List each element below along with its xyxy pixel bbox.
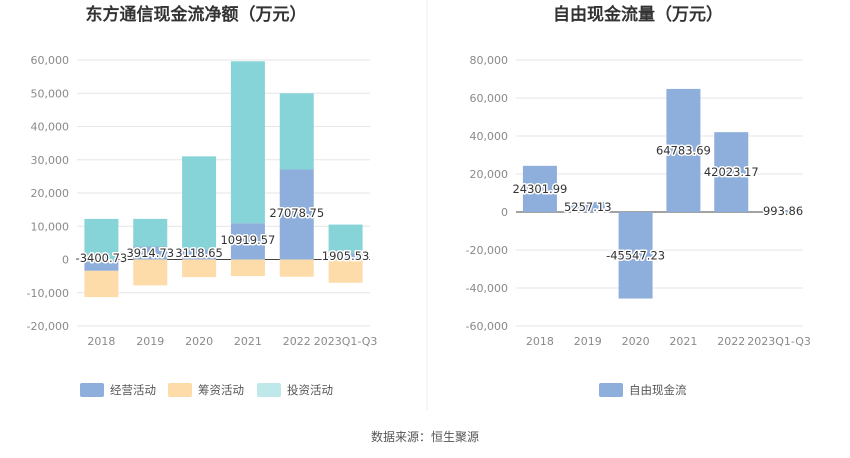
y-tick-label: -20,000 [27, 320, 69, 333]
bar-investing[interactable] [84, 218, 119, 260]
left-y-axis: -20,000 -10,000 0 10,000 20,000 30,000 40,000 5… [27, 54, 69, 333]
data-label-free-cash-flow: 64783.69 [656, 143, 711, 157]
y-tick-label: 10,000 [31, 220, 70, 233]
x-tick-label: 2023Q1-Q3 [747, 335, 811, 348]
x-tick-label: 2020 [622, 335, 650, 348]
x-tick-label: 2021 [669, 335, 697, 348]
left-chart-title: 东方通信现金流净额（万元） [86, 4, 307, 25]
bar-investing[interactable] [133, 218, 168, 247]
legend-label-operating: 经营活动 [110, 383, 156, 397]
x-tick-label: 2019 [136, 335, 164, 348]
source-note: 数据来源：恒生聚源 [371, 429, 479, 444]
x-tick-label: 2023Q1-Q3 [314, 335, 378, 348]
bar-financing[interactable] [279, 259, 314, 277]
bar-free-cash-flow[interactable] [714, 132, 749, 212]
y-tick-label: 20,000 [470, 168, 509, 181]
bar-free-cash-flow[interactable] [618, 212, 653, 299]
x-tick-label: 2021 [234, 335, 262, 348]
x-tick-label: 2018 [526, 335, 554, 348]
data-label-free-cash-flow: 42023.17 [704, 165, 759, 179]
bar-financing[interactable] [133, 259, 168, 286]
y-tick-label: -40,000 [466, 282, 508, 295]
legend-item-free-cash-flow[interactable]: 自由现金流 [599, 383, 687, 397]
y-tick-label: 40,000 [470, 130, 509, 143]
x-tick-label: 2019 [574, 335, 602, 348]
x-tick-label: 2022 [717, 335, 745, 348]
legend-item-operating[interactable]: 经营活动 [80, 383, 156, 397]
bar-financing[interactable] [182, 259, 217, 278]
bar-investing[interactable] [279, 93, 314, 170]
data-label-operating: 1905.53 [322, 249, 370, 263]
bar-investing[interactable] [182, 156, 217, 250]
legend-swatch-financing [168, 383, 192, 397]
data-label-operating: 3118.65 [175, 246, 223, 260]
bar-operating[interactable] [133, 246, 168, 260]
legend-label-financing: 筹资活动 [198, 383, 244, 397]
bar-operating[interactable] [84, 259, 119, 271]
bar-investing[interactable] [230, 61, 265, 224]
y-tick-label: 80,000 [470, 54, 509, 67]
data-label-free-cash-flow: -45547.23 [606, 248, 665, 262]
legend-item-financing[interactable]: 筹资活动 [168, 383, 244, 397]
legend-item-investing[interactable]: 投资活动 [257, 383, 333, 397]
y-tick-label: 50,000 [31, 87, 70, 100]
y-tick-label: 0 [62, 254, 69, 267]
bar-free-cash-flow[interactable] [666, 88, 701, 212]
right-bars [522, 88, 797, 299]
bar-investing[interactable] [328, 224, 363, 254]
x-tick-label: 2022 [283, 335, 311, 348]
free-cash-flow-chart: 自由现金流量（万元） -60,000 -40,000 -20,000 0 20,000 4… [466, 4, 811, 397]
y-tick-label: -10,000 [27, 287, 69, 300]
bar-free-cash-flow[interactable] [570, 202, 605, 212]
y-tick-label: 20,000 [31, 187, 70, 200]
data-label-operating: 27078.75 [269, 206, 324, 220]
bar-operating[interactable] [182, 249, 217, 260]
y-tick-label: 60,000 [31, 54, 70, 67]
bar-financing[interactable] [328, 259, 363, 283]
y-tick-label: 0 [501, 206, 508, 219]
right-data-labels: 24301.99 5257.13 -45547.23 64783.69 42023.17… [511, 142, 805, 264]
cash-flow-chart: 东方通信现金流净额（万元） -20,000 -10,000 0 10,000 20,00… [27, 4, 377, 397]
bar-free-cash-flow[interactable] [522, 165, 557, 212]
data-label-free-cash-flow: 5257.13 [564, 200, 612, 214]
data-label-operating: 3914.73 [126, 246, 174, 260]
bar-financing[interactable] [230, 259, 265, 277]
left-legend: 经营活动 筹资活动 投资活动 [80, 383, 333, 397]
bar-free-cash-flow[interactable] [762, 210, 797, 212]
bar-financing[interactable] [84, 270, 119, 298]
right-legend: 自由现金流 [599, 383, 687, 397]
y-tick-label: 60,000 [470, 92, 509, 105]
data-label-free-cash-flow: 993.86 [763, 204, 803, 218]
bar-operating[interactable] [230, 223, 265, 260]
x-tick-label: 2020 [185, 335, 213, 348]
left-grid [77, 59, 370, 327]
legend-swatch-operating [80, 383, 104, 397]
legend-swatch-free-cash-flow [599, 383, 623, 397]
right-x-axis: 2018 2019 2020 2021 2022 2023Q1-Q3 [526, 335, 811, 348]
y-tick-label: -60,000 [466, 320, 508, 333]
bar-operating[interactable] [279, 169, 314, 260]
left-x-axis: 2018 2019 2020 2021 2022 2023Q1-Q3 [87, 335, 377, 348]
legend-label-free-cash-flow: 自由现金流 [629, 383, 687, 397]
y-tick-label: 40,000 [31, 121, 70, 134]
left-bars [84, 61, 363, 298]
legend-label-investing: 投资活动 [287, 383, 333, 397]
y-tick-label: 30,000 [31, 154, 70, 167]
bar-operating[interactable] [328, 253, 363, 260]
right-grid [516, 59, 803, 327]
right-y-axis: -60,000 -40,000 -20,000 0 20,000 40,000 60,000… [466, 54, 508, 333]
right-chart-title: 自由现金流量（万元） [553, 4, 723, 25]
data-label-operating: 10919.57 [220, 233, 275, 247]
legend-swatch-investing [257, 383, 281, 397]
x-tick-label: 2018 [87, 335, 115, 348]
data-label-free-cash-flow: 24301.99 [512, 182, 567, 196]
data-label-operating: -3400.73 [76, 251, 128, 265]
y-tick-label: -20,000 [466, 244, 508, 257]
